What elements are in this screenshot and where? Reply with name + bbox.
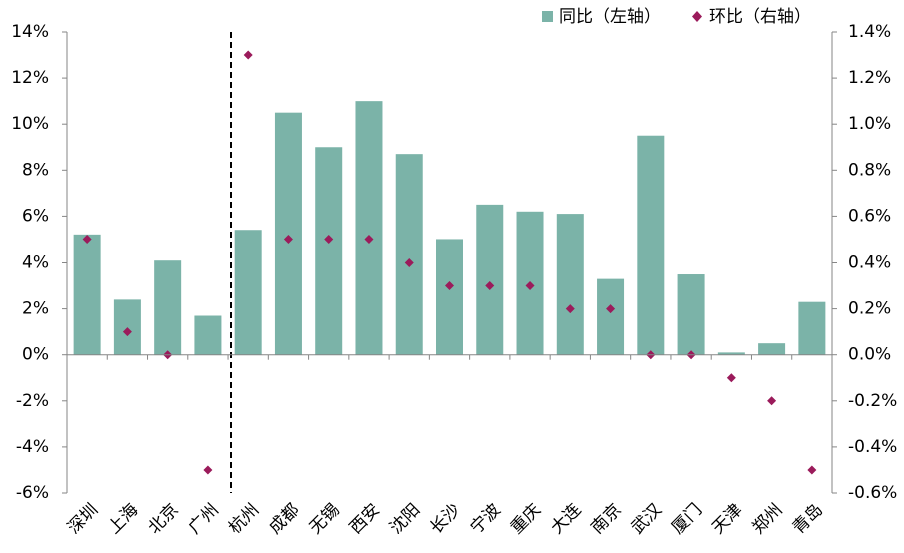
diamond-marker	[565, 304, 575, 314]
bar	[717, 352, 745, 355]
y-tick-label: 0%	[22, 345, 49, 365]
diamond-marker	[726, 373, 736, 383]
bar	[476, 204, 504, 355]
bar	[677, 274, 705, 355]
bar	[395, 154, 423, 355]
x-tick-label: 宁波	[467, 500, 505, 538]
diamond-marker	[243, 50, 253, 60]
x-tick-label: 青岛	[789, 500, 827, 538]
diamond-marker	[525, 281, 535, 291]
bar	[315, 147, 343, 355]
diamond-marker	[807, 465, 817, 475]
y-tick-label: -6%	[16, 483, 49, 503]
x-tick-label: 北京	[145, 500, 183, 538]
y2-tick-label: 0.4%	[848, 253, 891, 273]
diamond-marker	[606, 304, 616, 314]
legend-label: 环比（右轴）	[709, 7, 811, 27]
y2-tick-label: -0.2%	[848, 391, 897, 411]
y-tick-label: 14%	[11, 22, 49, 42]
x-tick-label: 上海	[104, 500, 142, 538]
bar	[758, 343, 786, 355]
x-tick-label: 厦门	[668, 500, 706, 538]
diamond-marker	[404, 258, 414, 267]
x-tick-label: 重庆	[507, 500, 545, 538]
x-tick-label: 南京	[587, 500, 625, 538]
bar	[436, 239, 463, 355]
bar	[597, 278, 625, 355]
y2-tick-label: -0.6%	[848, 483, 897, 503]
legend-label: 同比（左轴）	[559, 7, 661, 27]
x-tick-label: 郑州	[748, 500, 786, 538]
x-tick-label: 沈阳	[386, 500, 424, 538]
diamond-marker	[364, 234, 374, 244]
diamond-marker	[485, 281, 495, 291]
bar	[113, 299, 141, 355]
y-tick-label: 10%	[11, 114, 49, 134]
diamond-marker	[82, 234, 92, 244]
bar	[73, 234, 101, 355]
bar	[556, 214, 584, 355]
y-tick-label: 4%	[22, 253, 49, 273]
y2-tick-label: -0.4%	[848, 437, 897, 457]
bar	[637, 135, 665, 355]
y2-tick-label: 0.6%	[848, 206, 891, 226]
y-tick-label: 6%	[22, 206, 49, 226]
x-tick-label: 武汉	[628, 500, 666, 538]
bar	[798, 301, 826, 355]
bar	[154, 260, 182, 355]
x-tick-label: 天津	[708, 500, 746, 538]
y2-tick-label: 1.2%	[848, 68, 891, 88]
x-tick-label: 深圳	[64, 500, 102, 538]
x-tick-label: 成都	[265, 500, 303, 538]
diamond-marker	[122, 327, 132, 337]
diamond-marker	[283, 234, 293, 244]
y2-tick-label: 0.2%	[848, 299, 891, 319]
x-tick-label: 西安	[346, 500, 384, 538]
bar	[355, 101, 383, 355]
y2-tick-label: 0.8%	[848, 160, 891, 180]
y-tick-label: -4%	[16, 437, 49, 457]
y-tick-label: -2%	[16, 391, 49, 411]
x-tick-label: 无锡	[306, 500, 344, 538]
y2-tick-label: 0.0%	[848, 345, 891, 365]
y-tick-label: 12%	[11, 68, 49, 88]
x-tick-label: 广州	[185, 500, 223, 538]
diamond-marker	[203, 465, 213, 475]
y2-tick-label: 1.0%	[848, 114, 891, 134]
x-tick-label: 大连	[547, 500, 585, 538]
bar	[274, 112, 302, 355]
diamond-marker	[324, 234, 334, 244]
y-tick-label: 8%	[22, 160, 49, 180]
bar	[194, 315, 222, 355]
x-tick-label: 杭州	[225, 500, 263, 538]
diamond-marker	[767, 396, 777, 406]
legend-swatch	[542, 11, 553, 22]
bar	[234, 230, 262, 355]
legend-swatch	[692, 11, 702, 22]
y-tick-label: 2%	[22, 299, 49, 319]
diamond-marker	[445, 281, 454, 291]
x-tick-label: 长沙	[426, 500, 464, 538]
y2-tick-label: 1.4%	[848, 22, 891, 42]
